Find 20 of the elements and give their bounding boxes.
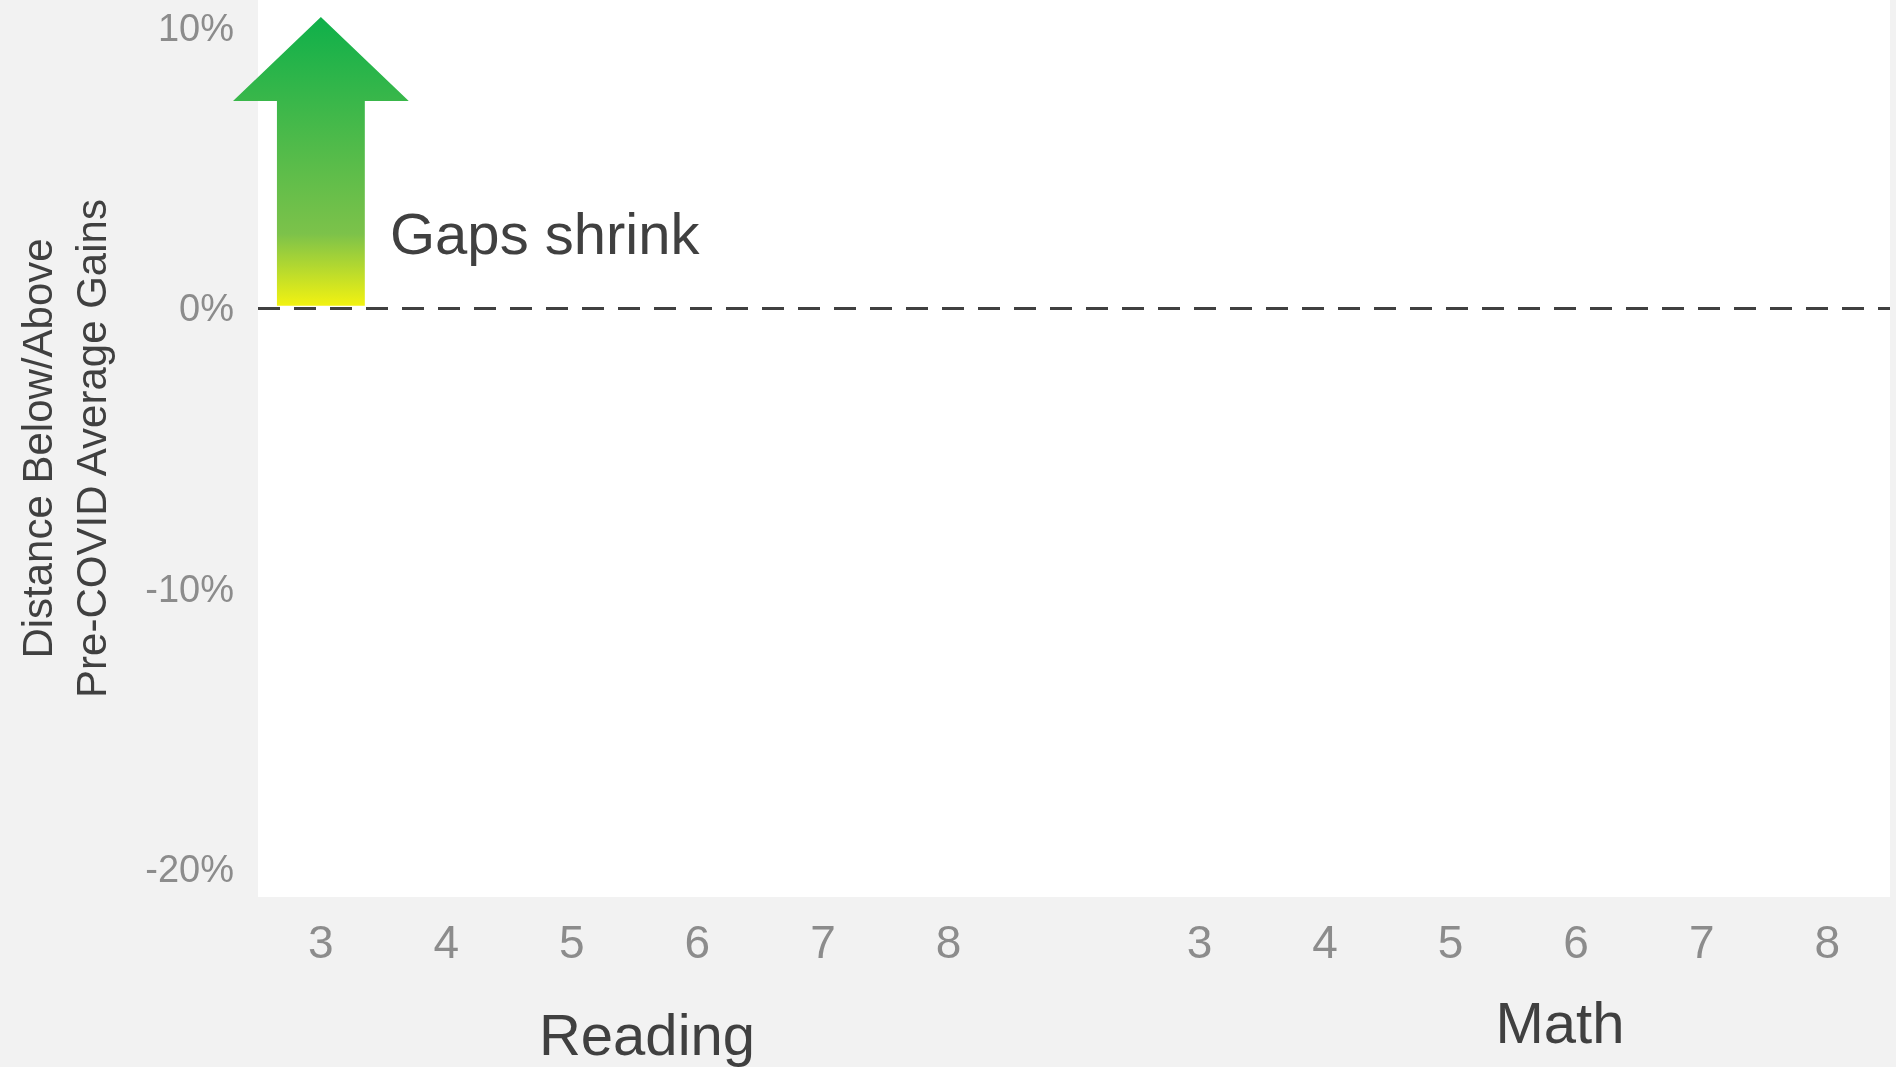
text: Reading (538, 1001, 756, 1067)
y-tick-label: -10% (145, 567, 234, 610)
y-tick-label: 0% (179, 287, 234, 330)
x-tick-label: 8 (1814, 916, 1841, 968)
x-tick-label: 5 (1437, 916, 1464, 968)
annotation: Gaps shrink (390, 200, 701, 266)
y-axis-title: Distance Below/Above Pre-COVID Average Gains (13, 199, 115, 698)
x-tick-label: 4 (433, 916, 460, 968)
x-tick-label: 7 (810, 916, 836, 968)
x-tick-label: 3 (1186, 916, 1213, 968)
y-tick-label: -20% (145, 847, 234, 890)
x-tick-label: 6 (684, 916, 711, 968)
text: Math (1495, 989, 1625, 1055)
x-tick-label: 8 (935, 916, 962, 968)
x-tick-label: 4 (1312, 916, 1338, 968)
x-tick-label: 6 (1563, 916, 1589, 968)
x-tick-label: 7 (1688, 916, 1715, 968)
y-tick-label: 10% (157, 7, 234, 50)
x-tick-label: 5 (559, 916, 585, 968)
x-tick-label: 3 (307, 916, 334, 968)
